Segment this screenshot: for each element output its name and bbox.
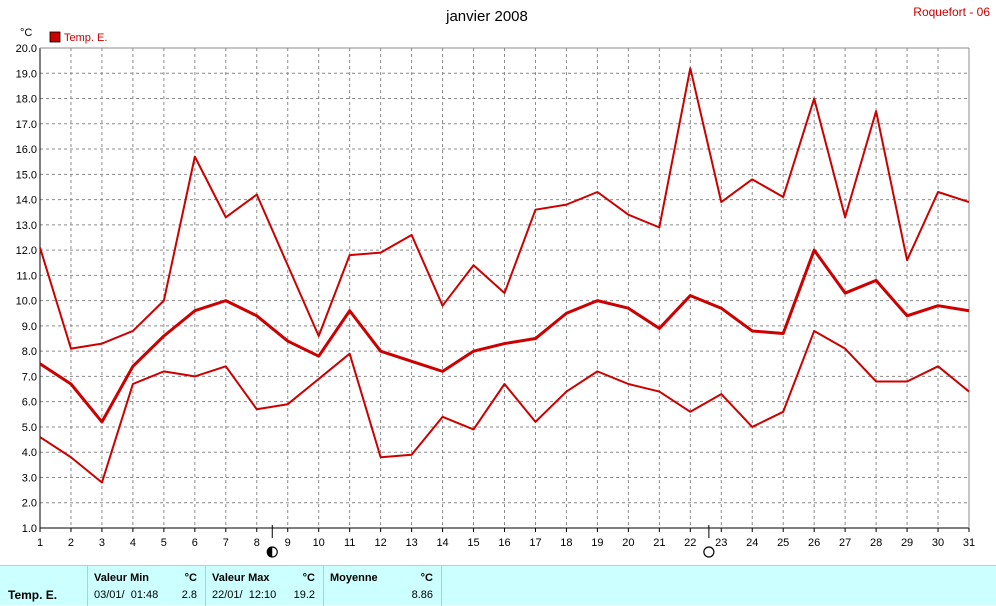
y-axis-unit: °C: [20, 27, 32, 39]
x-tick-label: 2: [68, 537, 74, 549]
x-tick-label: 19: [591, 537, 603, 549]
y-tick-label: 1.0: [22, 523, 37, 535]
x-tick-label: 15: [467, 537, 479, 549]
legend-swatch: [49, 31, 61, 43]
y-tick-label: 11.0: [16, 270, 37, 282]
y-tick-label: 8.0: [22, 346, 37, 358]
stats-max-header: Valeur Max: [212, 572, 270, 584]
stats-average: Moyenne °C 8.86: [324, 566, 442, 606]
stats-min-header: Valeur Min: [94, 572, 150, 584]
x-tick-label: 29: [901, 537, 913, 549]
x-tick-label: 27: [839, 537, 851, 549]
x-tick-label: 12: [375, 537, 387, 549]
y-axis-ticks: 1.0 2.0 3.0 4.0 5.0 6.0 7.0 8.0 9.0 10.0 11.0 12.0 1…: [16, 43, 37, 535]
y-tick-label: 4.0: [22, 447, 37, 459]
y-tick-label: 2.0: [22, 498, 37, 510]
x-tick-label: 18: [560, 537, 572, 549]
x-tick-label: 4: [130, 537, 136, 549]
x-tick-label: 23: [715, 537, 727, 549]
stats-panel: Temp. E. Valeur Min °C 03/01/ 01:48 2.8 …: [0, 565, 996, 606]
stats-average-value: 8.86: [411, 589, 433, 601]
stats-max-unit: °C: [302, 572, 315, 584]
x-tick-label: 8: [254, 537, 260, 549]
legend: Temp. E.: [49, 31, 107, 44]
x-tick-label: 20: [622, 537, 634, 549]
x-tick-label: 7: [223, 537, 229, 549]
y-tick-label: 18.0: [16, 94, 37, 106]
x-tick-label: 3: [99, 537, 105, 549]
y-tick-label: 17.0: [16, 119, 37, 131]
full-moon-icon: [703, 546, 715, 558]
x-tick-label: 28: [870, 537, 882, 549]
y-tick-label: 19.0: [16, 68, 37, 80]
x-tick-label: 16: [498, 537, 510, 549]
stats-max-when: 22/01/ 12:10: [212, 589, 277, 601]
y-tick-label: 16.0: [16, 144, 37, 156]
stats-max: Valeur Max °C 22/01/ 12:10 19.2: [206, 566, 324, 606]
y-tick-label: 20.0: [16, 43, 37, 55]
x-tick-label: 22: [684, 537, 696, 549]
x-axis-ticks: 1 2 3 4 5 6 7 8 9 10 11 12 13 14 15 16 17 18 19 20 21 22 23 24 2…: [37, 537, 975, 549]
y-tick-label: 7.0: [22, 371, 37, 383]
y-tick-label: 14.0: [16, 195, 37, 207]
y-tick-label: 5.0: [22, 422, 37, 434]
stats-min-unit: °C: [184, 572, 197, 584]
stats-min: Valeur Min °C 03/01/ 01:48 2.8: [88, 566, 206, 606]
series-line-mean: [39, 248, 970, 424]
x-tick-label: 30: [932, 537, 944, 549]
x-tick-label: 1: [37, 537, 43, 549]
x-tick-label: 25: [777, 537, 789, 549]
x-tick-label: 9: [285, 537, 291, 549]
stats-series-name: Temp. E.: [8, 588, 58, 602]
series-lines: [39, 67, 970, 484]
stats-min-value: 2.8: [181, 589, 197, 601]
stats-average-header: Moyenne: [330, 572, 378, 584]
series-line-min: [39, 329, 970, 484]
x-tick-label: 21: [653, 537, 665, 549]
chart-area: janvier 2008 Roquefort - 06 Temp. E. °C …: [16, 5, 990, 558]
moon-phases: [266, 525, 715, 558]
x-tick-label: 31: [963, 537, 975, 549]
series-line-max: [39, 67, 970, 350]
x-tick-label: 11: [344, 537, 355, 549]
y-tick-label: 3.0: [22, 472, 37, 484]
y-tick-label: 10.0: [16, 296, 37, 308]
axes: [39, 47, 970, 532]
stats-series-label: Temp. E.: [0, 566, 88, 606]
station-name: Roquefort - 06: [913, 5, 990, 19]
x-tick-label: 14: [436, 537, 448, 549]
legend-label: Temp. E.: [64, 32, 107, 44]
y-tick-label: 13.0: [16, 220, 37, 232]
x-tick-label: 17: [529, 537, 541, 549]
x-tick-label: 13: [405, 537, 417, 549]
x-tick-label: 10: [313, 537, 325, 549]
stats-max-value: 19.2: [293, 589, 315, 601]
moon-quarter-shade: [267, 547, 273, 557]
x-tick-label: 5: [161, 537, 167, 549]
y-tick-label: 15.0: [16, 169, 37, 181]
x-tick-label: 26: [808, 537, 820, 549]
stats-min-when: 03/01/ 01:48: [94, 589, 159, 601]
grid: [40, 48, 969, 528]
chart-title: janvier 2008: [445, 8, 528, 25]
x-tick-label: 6: [192, 537, 198, 549]
y-tick-label: 9.0: [22, 321, 37, 333]
x-tick-label: 24: [746, 537, 758, 549]
y-tick-label: 6.0: [22, 397, 37, 409]
y-tick-label: 12.0: [16, 245, 37, 257]
stats-average-unit: °C: [420, 572, 433, 584]
